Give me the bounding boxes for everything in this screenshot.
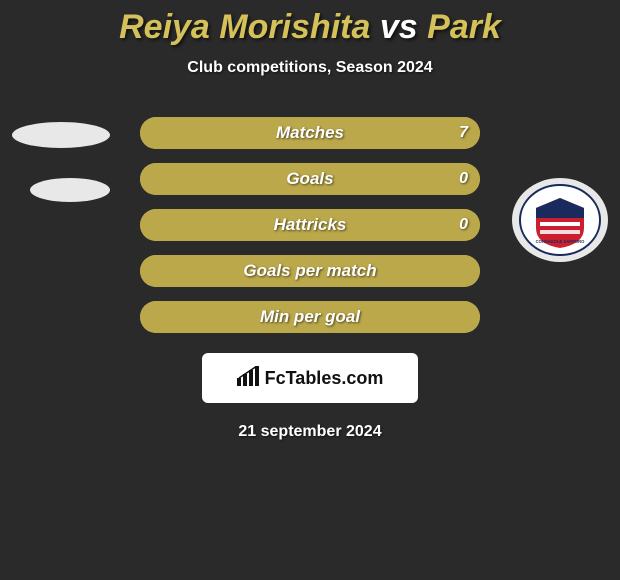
club-badge-right: CONSADOLE SAPPORO (510, 178, 610, 262)
stat-label: Matches (276, 123, 344, 143)
page-title: Reiya Morishita vs Park (0, 0, 620, 47)
stat-label: Goals per match (243, 261, 376, 281)
title-player2: Park (427, 8, 501, 46)
stat-label: Min per goal (260, 307, 360, 327)
stat-bar: Matches 7 (140, 117, 480, 149)
title-vs: vs (380, 8, 418, 46)
date-text: 21 september 2024 (0, 423, 620, 441)
stat-label: Hattricks (274, 215, 347, 235)
title-player1: Reiya Morishita (119, 8, 370, 46)
svg-text:CONSADOLE SAPPORO: CONSADOLE SAPPORO (536, 239, 586, 244)
stat-value-right: 0 (459, 216, 468, 234)
subtitle: Club competitions, Season 2024 (0, 59, 620, 77)
stat-label: Goals (286, 169, 333, 189)
chart-icon (237, 366, 259, 391)
stat-bar: Hattricks 0 (140, 209, 480, 241)
stat-value-right: 7 (459, 124, 468, 142)
stat-row: Min per goal (0, 301, 620, 333)
stat-bar: Goals 0 (140, 163, 480, 195)
player-left-ellipse-1 (12, 122, 110, 148)
consadole-sapporo-badge-icon: CONSADOLE SAPPORO (510, 178, 610, 262)
watermark: FcTables.com (202, 353, 418, 403)
stat-bar: Goals per match (140, 255, 480, 287)
watermark-label: FcTables.com (265, 368, 384, 389)
player-left-ellipse-2 (30, 178, 110, 202)
stat-value-right: 0 (459, 170, 468, 188)
stat-bar: Min per goal (140, 301, 480, 333)
